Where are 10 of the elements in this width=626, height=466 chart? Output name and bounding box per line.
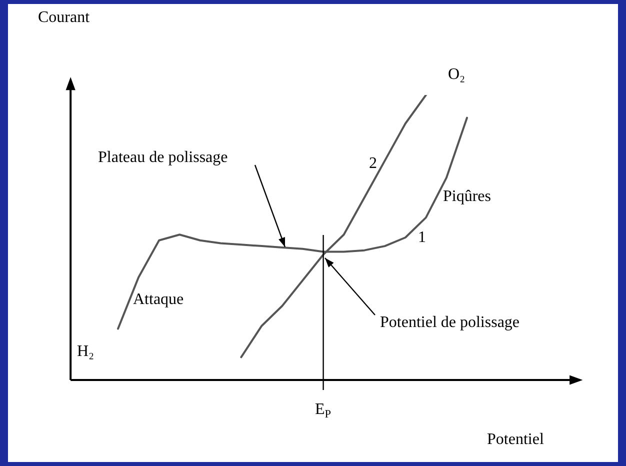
annotation: Piqûres bbox=[443, 188, 491, 206]
annotation: Potentiel de polissage bbox=[380, 314, 520, 332]
y-axis-title: Courant bbox=[38, 9, 90, 26]
x-axis-title: Potentiel bbox=[487, 431, 544, 448]
annotation: Attaque bbox=[133, 291, 184, 308]
text: H₂ bbox=[77, 343, 94, 360]
annotation: Plateau de polissage bbox=[98, 149, 228, 166]
text: O₂ bbox=[448, 66, 466, 84]
series-label: 1 bbox=[418, 229, 426, 246]
series-label: 2 bbox=[369, 155, 377, 172]
